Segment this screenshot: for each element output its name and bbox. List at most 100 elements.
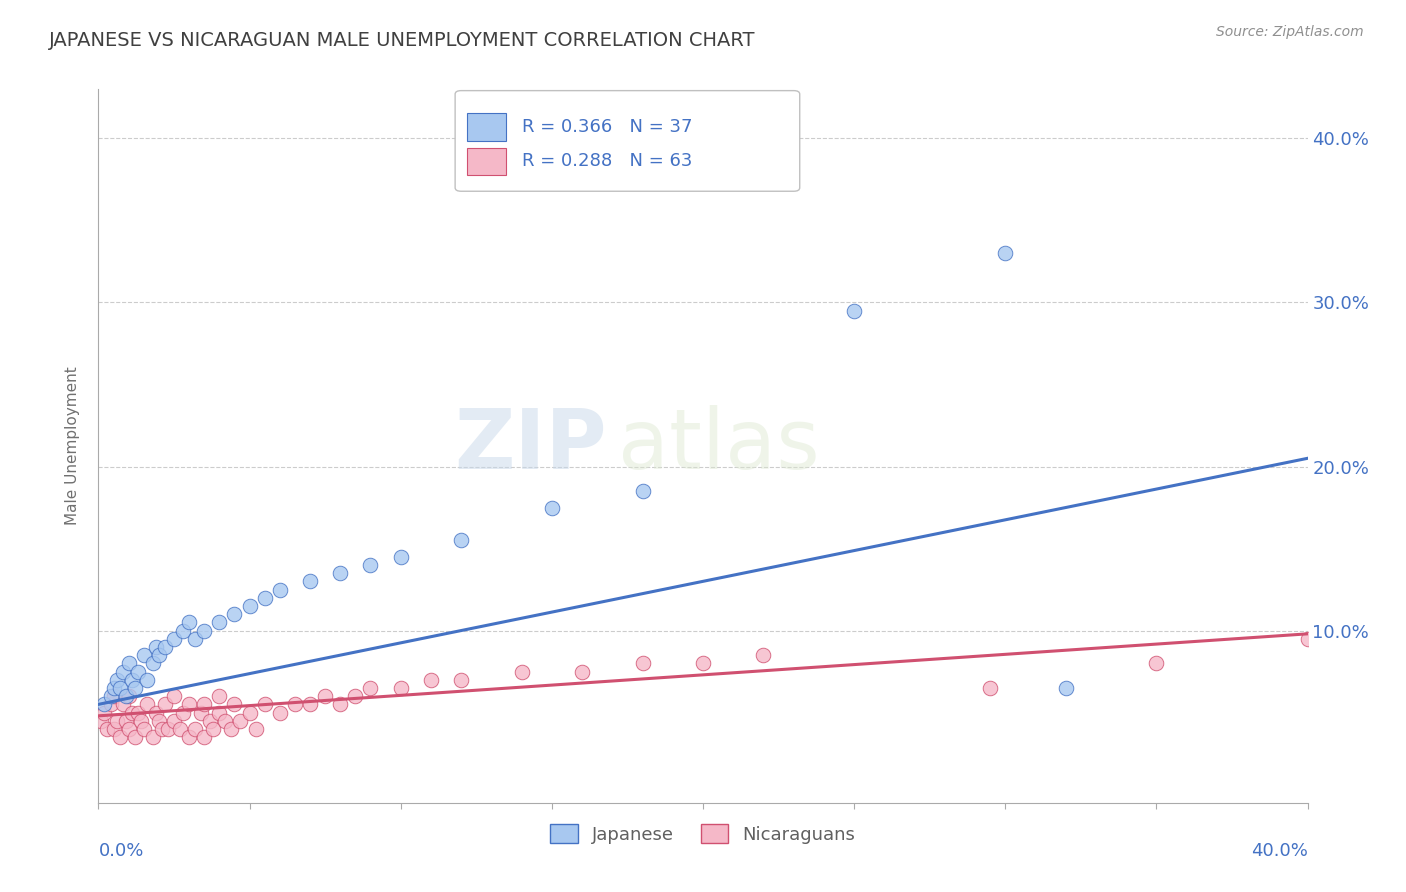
- Point: [142, 657, 165, 671]
- Point: [450, 673, 472, 687]
- Point: [344, 689, 367, 703]
- Point: [224, 698, 246, 712]
- Point: [450, 533, 472, 548]
- Point: [148, 714, 170, 728]
- Point: [239, 706, 262, 720]
- Point: [127, 706, 149, 720]
- Point: [284, 698, 307, 712]
- Point: [184, 632, 207, 646]
- FancyBboxPatch shape: [456, 91, 800, 191]
- Point: [994, 246, 1017, 260]
- Y-axis label: Male Unemployment: Male Unemployment: [65, 367, 80, 525]
- Point: [979, 681, 1001, 695]
- Point: [540, 500, 562, 515]
- Point: [1144, 657, 1167, 671]
- Point: [108, 730, 131, 744]
- Point: [692, 657, 714, 671]
- Point: [124, 681, 146, 695]
- Point: [420, 673, 443, 687]
- Point: [631, 484, 654, 499]
- Point: [121, 706, 143, 720]
- Point: [193, 624, 215, 638]
- Point: [118, 689, 141, 703]
- Point: [103, 681, 125, 695]
- Point: [124, 730, 146, 744]
- Point: [100, 689, 122, 703]
- Point: [121, 673, 143, 687]
- Point: [239, 599, 262, 613]
- Point: [142, 730, 165, 744]
- Point: [224, 607, 246, 622]
- Text: atlas: atlas: [619, 406, 820, 486]
- Text: ZIP: ZIP: [454, 406, 606, 486]
- Point: [105, 673, 128, 687]
- Point: [179, 730, 201, 744]
- Point: [132, 722, 155, 736]
- Point: [111, 665, 134, 679]
- Point: [93, 706, 115, 720]
- Point: [127, 665, 149, 679]
- Point: [111, 698, 134, 712]
- Point: [1054, 681, 1077, 695]
- Text: R = 0.288   N = 63: R = 0.288 N = 63: [522, 153, 692, 170]
- Text: Source: ZipAtlas.com: Source: ZipAtlas.com: [1216, 25, 1364, 39]
- Point: [145, 640, 167, 654]
- Point: [844, 303, 866, 318]
- Point: [169, 722, 191, 736]
- Point: [153, 640, 176, 654]
- Text: R = 0.366   N = 37: R = 0.366 N = 37: [522, 118, 692, 136]
- Point: [114, 689, 136, 703]
- Point: [208, 689, 231, 703]
- Point: [148, 648, 170, 662]
- Point: [208, 706, 231, 720]
- Point: [145, 706, 167, 720]
- Point: [360, 681, 382, 695]
- Point: [184, 722, 207, 736]
- Point: [202, 722, 225, 736]
- Point: [172, 706, 194, 720]
- Legend: Japanese, Nicaraguans: Japanese, Nicaraguans: [543, 817, 863, 851]
- Point: [163, 632, 186, 646]
- Point: [245, 722, 267, 736]
- Point: [1296, 632, 1319, 646]
- Point: [105, 714, 128, 728]
- Point: [118, 657, 141, 671]
- Point: [329, 566, 352, 581]
- Point: [329, 698, 352, 712]
- Point: [190, 706, 212, 720]
- Point: [299, 698, 322, 712]
- Point: [118, 722, 141, 736]
- Point: [221, 722, 243, 736]
- Point: [150, 722, 173, 736]
- Point: [103, 722, 125, 736]
- Point: [510, 665, 533, 679]
- Point: [163, 714, 186, 728]
- Bar: [467, 148, 506, 175]
- Point: [360, 558, 382, 572]
- Point: [314, 689, 336, 703]
- Point: [90, 714, 112, 728]
- Point: [163, 689, 186, 703]
- Point: [571, 665, 593, 679]
- Point: [269, 582, 291, 597]
- Point: [269, 706, 291, 720]
- Point: [114, 714, 136, 728]
- Point: [156, 722, 179, 736]
- Point: [135, 673, 157, 687]
- Point: [108, 681, 131, 695]
- Point: [172, 624, 194, 638]
- Point: [299, 574, 322, 589]
- Point: [389, 681, 412, 695]
- Bar: [467, 113, 506, 141]
- Point: [179, 698, 201, 712]
- Point: [103, 689, 125, 703]
- Point: [129, 714, 152, 728]
- Point: [389, 549, 412, 564]
- Point: [208, 615, 231, 630]
- Point: [179, 615, 201, 630]
- Text: 0.0%: 0.0%: [98, 842, 143, 860]
- Point: [752, 648, 775, 662]
- Point: [193, 730, 215, 744]
- Point: [93, 698, 115, 712]
- Point: [200, 714, 222, 728]
